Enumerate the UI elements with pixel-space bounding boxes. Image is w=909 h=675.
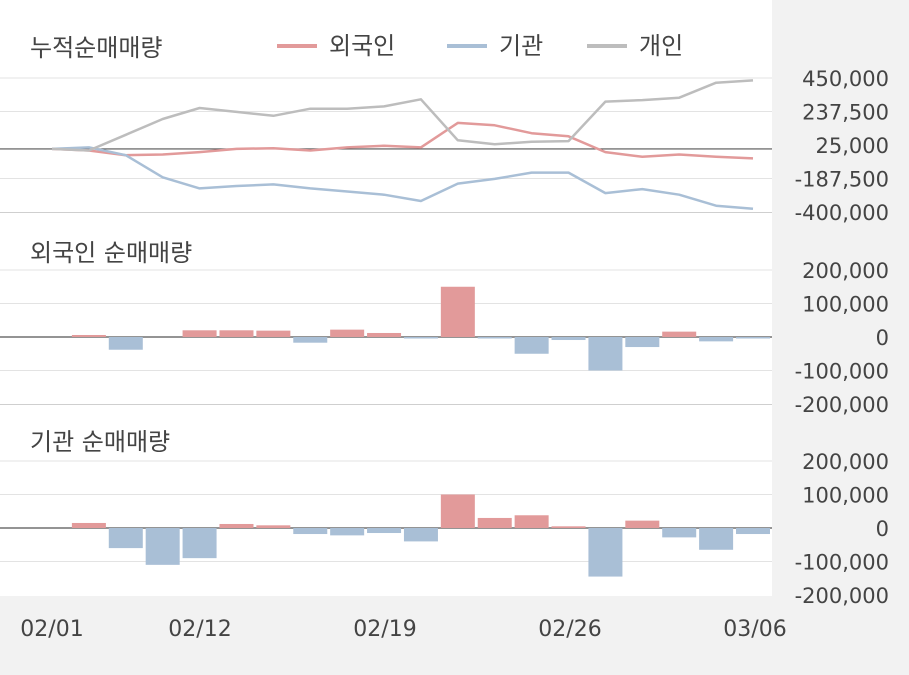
chart-title: 기관 순매매량: [30, 428, 170, 456]
series-line-individual: [51, 79, 754, 152]
y-tick-label: -200,000: [795, 584, 889, 608]
panel-2: 200,000 100,000 0 -100,000 -200,000 외국인 순매매량: [0, 239, 889, 417]
bar: [662, 528, 697, 538]
bar: [551, 526, 586, 528]
bar: [256, 330, 291, 337]
x-tick-label: 02/01: [20, 617, 83, 642]
y-tick-label: 0: [876, 326, 889, 350]
bar: [367, 332, 402, 337]
bar: [440, 494, 475, 528]
chart-title: 외국인 순매매량: [30, 239, 192, 267]
legend-label: 개인: [639, 32, 683, 60]
bar: [736, 337, 770, 339]
bar: [514, 337, 549, 354]
x-tick-label: 02/26: [538, 617, 601, 642]
bar: [256, 525, 291, 528]
bar: [219, 523, 254, 528]
panel-3: 200,000 100,000 0 -100,000 -200,000 기관 순매매량: [0, 428, 889, 608]
y-tick-label: 0: [876, 517, 889, 541]
bar: [219, 330, 254, 337]
bar: [367, 528, 402, 534]
bar: [71, 334, 106, 337]
y-tick-label: 200,000: [802, 450, 889, 474]
bar: [330, 329, 365, 337]
bar: [736, 528, 770, 535]
bar: [477, 337, 512, 339]
bar: [588, 528, 623, 577]
bar: [440, 286, 475, 337]
panel-background-2: [0, 213, 772, 404]
y-tick-label: 237,500: [802, 101, 889, 125]
bar: [662, 331, 697, 337]
bar: [403, 528, 438, 542]
bar: [625, 337, 660, 348]
bar: [293, 528, 328, 535]
x-tick-label: 02/19: [353, 617, 416, 642]
x-tick-label: 02/12: [168, 617, 231, 642]
y-tick-label: 200,000: [802, 259, 889, 283]
bar: [551, 337, 586, 341]
y-tick-label: 100,000: [802, 293, 889, 317]
series-line-foreign: [51, 121, 754, 160]
bar: [625, 520, 660, 528]
bar: [699, 528, 734, 550]
bar: [108, 337, 143, 350]
y-tick-label: 450,000: [802, 67, 889, 91]
panel-background-3: [0, 405, 772, 596]
y-tick-label: 100,000: [802, 484, 889, 508]
bar: [71, 522, 106, 528]
bar: [182, 528, 217, 559]
y-tick-label: -400,000: [795, 201, 889, 225]
y-tick-label: -100,000: [795, 551, 889, 575]
legend-label: 외국인: [329, 32, 395, 60]
bar: [403, 337, 438, 339]
y-tick-label: -100,000: [795, 360, 889, 384]
x-tick-label: 03/06: [723, 617, 786, 642]
bar: [182, 330, 217, 337]
bar: [145, 528, 180, 565]
legend-label: 기관: [499, 32, 543, 60]
bar: [699, 337, 734, 342]
bar: [108, 528, 143, 549]
bar: [477, 517, 512, 528]
series-line-institution: [51, 146, 754, 211]
y-tick-label: 25,000: [816, 134, 889, 158]
y-tick-label: -187,500: [795, 168, 889, 192]
bar: [293, 337, 328, 343]
bar: [330, 528, 365, 536]
bar: [588, 337, 623, 371]
y-tick-label: -200,000: [795, 393, 889, 417]
chart-title: 누적순매매량: [30, 34, 162, 62]
panel-1: 450,000 237,500 25,000 -187,500 -400,000 누적순매…: [0, 32, 889, 225]
bar: [514, 515, 549, 528]
